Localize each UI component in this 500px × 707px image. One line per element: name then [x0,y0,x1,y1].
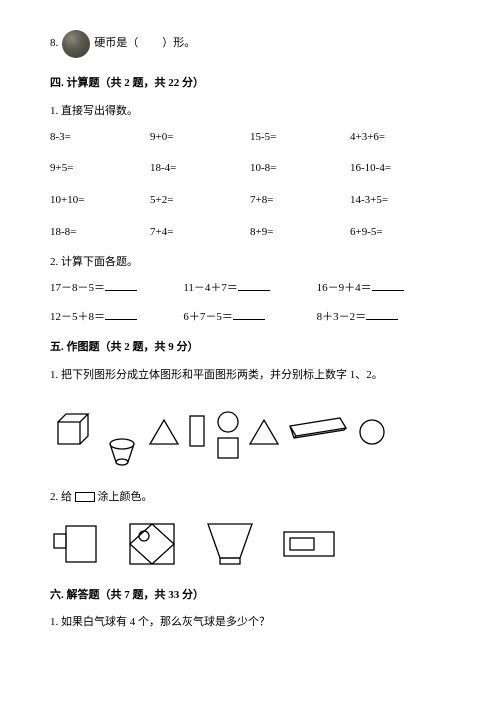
shapes-3d-2d [50,398,450,470]
arith-item: 6+9-5= [350,223,450,243]
p2-text-b: 涂上颜色。 [98,491,153,503]
arith-item: 5+2= [150,191,250,211]
arith-item: 18-8= [50,223,150,243]
arith-item: 8-3= [50,128,150,148]
arith-item: 9+0= [150,128,250,148]
arith-item: 6＋7－5＝ [183,308,316,328]
arith-item: 10-8= [250,159,350,179]
arith-item: 11－4＋7＝ [183,279,316,299]
answer-blank [366,310,398,320]
arithmetic-grid-2: 17－8－5＝11－4＋7＝16－9＋4＝ 12－5＋8＝6＋7－5＝8＋3－2＝ [50,279,450,329]
arith-item: 10+10= [50,191,150,211]
answer-blank [372,281,404,291]
shape-1 [50,520,102,568]
arith-item: 15-5= [250,128,350,148]
section-4-p1-title: 1. 直接写出得数。 [50,102,450,122]
section-6-p1: 1. 如果白气球有 4 个，那么灰气球是多少个？ [50,613,450,633]
answer-blank [238,281,270,291]
arith-item: 4+3+6= [350,128,450,148]
arith-item: 9+5= [50,159,150,179]
section-4-p2-title: 2. 计算下面各题。 [50,253,450,273]
q8-text-before: 硬币是（ [94,34,138,54]
section-5-p2: 2. 给 涂上颜色。 [50,488,450,508]
small-rect-icon [75,492,95,502]
arith-item: 14-3+5= [350,191,450,211]
question-8: 8. 硬币是（ ）形。 [50,30,450,58]
section-6-title: 六. 解答题（共 7 题，共 33 分） [50,586,450,606]
arith-item: 12－5＋8＝ [50,308,183,328]
arith-item: 16-10-4= [350,159,450,179]
p2-text-a: 2. 给 [50,491,72,503]
section-4-title: 四. 计算题（共 2 题，共 22 分） [50,74,450,94]
arith-item: 18-4= [150,159,250,179]
section-5-p1: 1. 把下列图形分成立体图形和平面图形两类，并分别标上数字 1、2。 [50,366,450,386]
q8-text-end: ）形。 [162,34,195,54]
arith-item: 7+8= [250,191,350,211]
arith-item: 8+9= [250,223,350,243]
shape-2 [124,518,180,570]
arith-item: 7+4= [150,223,250,243]
arith-item: 16－9＋4＝ [317,279,450,299]
arithmetic-grid-1: 8-3=9+0=15-5=4+3+6= 9+5=18-4=10-8=16-10-4… [50,128,450,243]
coin-icon [62,30,90,58]
arith-item: 8＋3－2＝ [317,308,450,328]
section-5-title: 五. 作图题（共 2 题，共 9 分） [50,338,450,358]
coloring-shapes [50,518,450,570]
shape-4 [280,524,340,564]
answer-blank [105,310,137,320]
shape-3 [202,518,258,570]
answer-blank [233,310,265,320]
arith-item: 17－8－5＝ [50,279,183,299]
q8-number: 8. [50,34,58,54]
answer-blank [105,281,137,291]
